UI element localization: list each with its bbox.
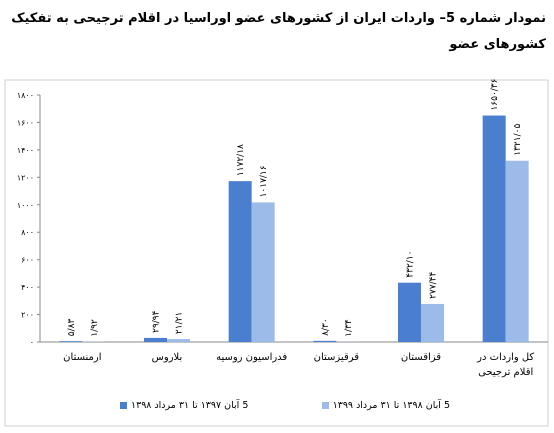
- value-label: ۱۰۱۷/۱۶: [259, 165, 269, 197]
- x-tick-label: ارمنستان: [63, 352, 102, 363]
- value-label: ۱۱۷۲/۱۸: [236, 144, 246, 176]
- legend-item: 5 آبان ۱۳۹۷ تا ۳۱ مرداد ۱۳۹۸: [120, 400, 248, 411]
- y-tick-label: ۱۲۰۰: [17, 173, 34, 182]
- value-label: ۸/۳۰: [321, 318, 331, 336]
- value-label: ۱۳۲۱/۰۵: [513, 124, 523, 156]
- legend: 5 آبان ۱۳۹۷ تا ۳۱ مرداد ۱۳۹۸ 5 آبان ۱۳۹۸ …: [120, 400, 450, 411]
- y-tick-label: ۱۶۰۰: [17, 118, 34, 127]
- legend-label: 5 آبان ۱۳۹۷ تا ۳۱ مرداد ۱۳۹۸: [131, 400, 249, 411]
- bar: [421, 303, 444, 342]
- legend-swatch: [120, 402, 127, 409]
- chart-frame: [4, 79, 549, 427]
- chart-title: نمودار شماره 5– واردات ایران از کشورهای …: [11, 11, 546, 52]
- value-label: ۱/۳۴: [344, 319, 354, 337]
- bar: [505, 160, 529, 342]
- y-tick-label: ۰: [30, 338, 34, 347]
- y-tick-label: ۱۰۰۰: [17, 201, 34, 210]
- bar: [398, 282, 421, 342]
- value-label: ۴۳۲/۱۰: [406, 251, 416, 278]
- bar: [251, 202, 275, 342]
- value-label: ۲۹/۹۴: [152, 310, 162, 333]
- y-tick-label: ۶۰۰: [21, 256, 34, 265]
- bar: [167, 339, 190, 342]
- x-tick-label: کل واردات در اقلام ترجیحی: [477, 352, 535, 378]
- value-label: ۱۶۵۰/۳۶: [490, 78, 500, 110]
- y-tick-label: ۴۰۰: [21, 283, 34, 292]
- bar: [144, 337, 167, 342]
- x-tick-label: قرقیزستان: [313, 352, 360, 363]
- x-tick-label: قزاقستان: [400, 352, 442, 363]
- legend-item: 5 آبان ۱۳۹۸ تا ۳۱ مرداد ۱۳۹۹: [321, 400, 450, 411]
- y-tick-label: ۲۰۰: [21, 311, 34, 320]
- legend-swatch: [321, 402, 329, 409]
- y-tick-label: ۱۴۰۰: [17, 146, 34, 155]
- value-label: ۲۷۷/۴۴: [429, 272, 439, 299]
- y-tick-label: ۸۰۰: [21, 228, 34, 237]
- value-label: ۵/۸۳: [67, 318, 77, 336]
- bar: [59, 341, 83, 342]
- bar: [228, 181, 252, 342]
- x-tick-label: بلاروس: [151, 352, 183, 363]
- bar: [482, 115, 506, 342]
- legend-label: 5 آبان ۱۳۹۸ تا ۳۱ مرداد ۱۳۹۹: [332, 400, 450, 411]
- x-tick-label: فدراسیون روسیه: [216, 352, 288, 363]
- y-tick-label: ۱۸۰۰: [17, 91, 34, 100]
- bar: [313, 340, 337, 342]
- value-label: ۲۱/۲۱: [175, 312, 185, 334]
- value-label: ۱/۹۲: [90, 319, 100, 337]
